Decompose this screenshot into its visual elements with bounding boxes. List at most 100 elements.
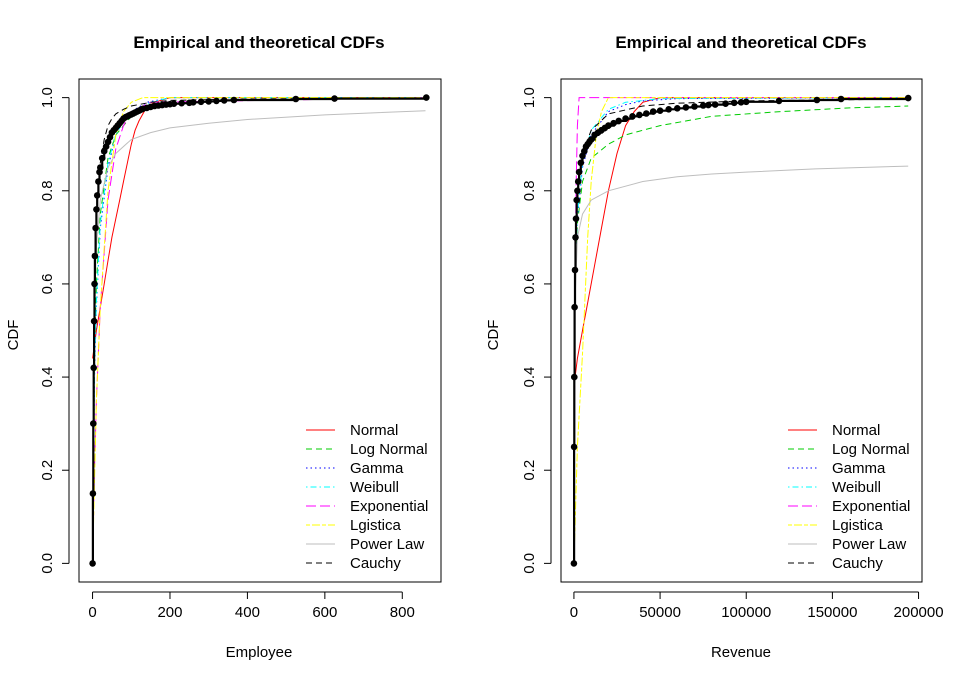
x-axis-label: Revenue: [711, 644, 771, 661]
empirical-point: [575, 168, 583, 176]
empirical-point: [93, 206, 100, 213]
empirical-point: [574, 178, 582, 185]
legend-label: Log Normal: [832, 441, 910, 458]
empirical-point: [90, 420, 97, 427]
legend-label: Exponential: [832, 498, 910, 515]
legend-item: Lgistica: [306, 517, 402, 534]
chart-panel-revenue: Empirical and theoretical CDFs Revenue C…: [485, 33, 944, 661]
y-tick-label: 0.2: [39, 460, 56, 481]
legend: Normal Log Normal Gamma Weibull Exponential L…: [306, 422, 428, 572]
legend-label: Normal: [832, 422, 880, 439]
legend-item: Log Normal: [788, 441, 910, 458]
legend-item: Normal: [306, 422, 398, 439]
legend-label: Normal: [350, 422, 398, 439]
empirical-point: [170, 100, 178, 107]
legend-item: Gamma: [306, 460, 404, 477]
y-axis-label: CDF: [5, 320, 22, 351]
legend-label: Exponential: [350, 498, 428, 515]
legend-label: Weibull: [350, 479, 399, 496]
empirical-point: [574, 187, 581, 195]
x-axis-ticks: 0 200 400 600 800: [88, 591, 415, 621]
empirical-point: [205, 98, 212, 105]
empirical-point: [571, 266, 579, 274]
empirical-point: [91, 252, 99, 260]
empirical-point: [571, 373, 578, 381]
y-tick-label: 0.8: [521, 180, 538, 201]
empirical-point: [573, 196, 580, 204]
legend-label: Log Normal: [350, 441, 428, 458]
legend-item: Lgistica: [788, 517, 884, 534]
empirical-point: [570, 443, 578, 451]
empirical-point: [636, 111, 643, 119]
legend-item: Weibull: [306, 479, 399, 496]
empirical-point: [213, 97, 220, 105]
y-tick-label: 0.2: [521, 460, 538, 481]
empirical-point: [95, 178, 102, 185]
cdf-curve-normal: [92, 97, 426, 359]
empirical-point: [90, 364, 97, 372]
x-tick-label: 150000: [807, 604, 857, 621]
empirical-point: [629, 113, 636, 120]
cdf-curve-weibull: [92, 97, 426, 564]
empirical-point: [572, 215, 580, 222]
x-tick-label: 200: [157, 604, 182, 621]
empirical-point: [737, 99, 745, 106]
x-tick-label: 400: [235, 604, 260, 621]
chart-title: Empirical and theoretical CDFs: [615, 33, 866, 52]
empirical-cdf: [570, 94, 912, 567]
y-tick-label: 0.6: [39, 273, 56, 294]
x-tick-label: 800: [390, 604, 415, 621]
y-axis-ticks: 0.0 0.2 0.4 0.6 0.8 1.0: [521, 87, 552, 574]
legend: Normal Log Normal Gamma Weibull Exponential L…: [788, 422, 910, 572]
empirical-point: [92, 224, 99, 232]
legend-label: Cauchy: [350, 555, 401, 572]
plot-frame: [78, 78, 442, 583]
legend-label: Weibull: [832, 479, 881, 496]
x-tick-label: 50000: [639, 604, 681, 621]
empirical-point: [292, 95, 300, 103]
legend-label: Lgistica: [832, 517, 884, 534]
legend-item: Gamma: [788, 460, 886, 477]
empirical-cdf: [89, 94, 430, 567]
empirical-point: [605, 122, 612, 129]
chart-title: Empirical and theoretical CDFs: [133, 33, 384, 52]
empirical-point: [674, 105, 681, 112]
legend-label: Lgistica: [350, 517, 402, 534]
empirical-point: [89, 560, 96, 567]
y-tick-label: 0.4: [39, 367, 56, 388]
empirical-point: [665, 106, 672, 113]
empirical-point: [230, 96, 238, 104]
empirical-point: [97, 164, 104, 171]
empirical-point: [705, 101, 712, 109]
empirical-point: [91, 280, 98, 288]
legend-item: Power Law: [306, 536, 424, 553]
legend-item: Power Law: [788, 536, 906, 553]
cdf-curve-cauchy: [573, 98, 909, 564]
x-tick-label: 0: [570, 604, 578, 621]
legend-label: Gamma: [832, 460, 886, 477]
legend-item: Cauchy: [788, 555, 883, 572]
legend-item: Log Normal: [306, 441, 428, 458]
x-axis-label: Employee: [226, 644, 293, 661]
empirical-point: [682, 104, 690, 111]
empirical-point: [220, 97, 228, 104]
empirical-point: [570, 560, 578, 567]
y-tick-label: 0.0: [521, 553, 538, 574]
x-tick-label: 100000: [721, 604, 771, 621]
legend-label: Power Law: [350, 536, 424, 553]
legend-label: Cauchy: [832, 555, 883, 572]
empirical-point: [610, 119, 617, 127]
x-axis-ticks: 0 50000 100000 150000 200000: [570, 591, 944, 621]
empirical-point: [649, 108, 657, 115]
legend-item: Exponential: [306, 498, 428, 515]
empirical-point: [197, 98, 205, 106]
empirical-point: [691, 103, 698, 110]
empirical-point: [98, 154, 106, 162]
chart-panel-employee: Empirical and theoretical CDFs Employee …: [5, 33, 442, 661]
empirical-point: [423, 94, 430, 101]
x-tick-label: 0: [88, 604, 96, 621]
empirical-point: [90, 317, 98, 325]
legend-item: Weibull: [788, 479, 881, 496]
legend-item: Exponential: [788, 498, 910, 515]
